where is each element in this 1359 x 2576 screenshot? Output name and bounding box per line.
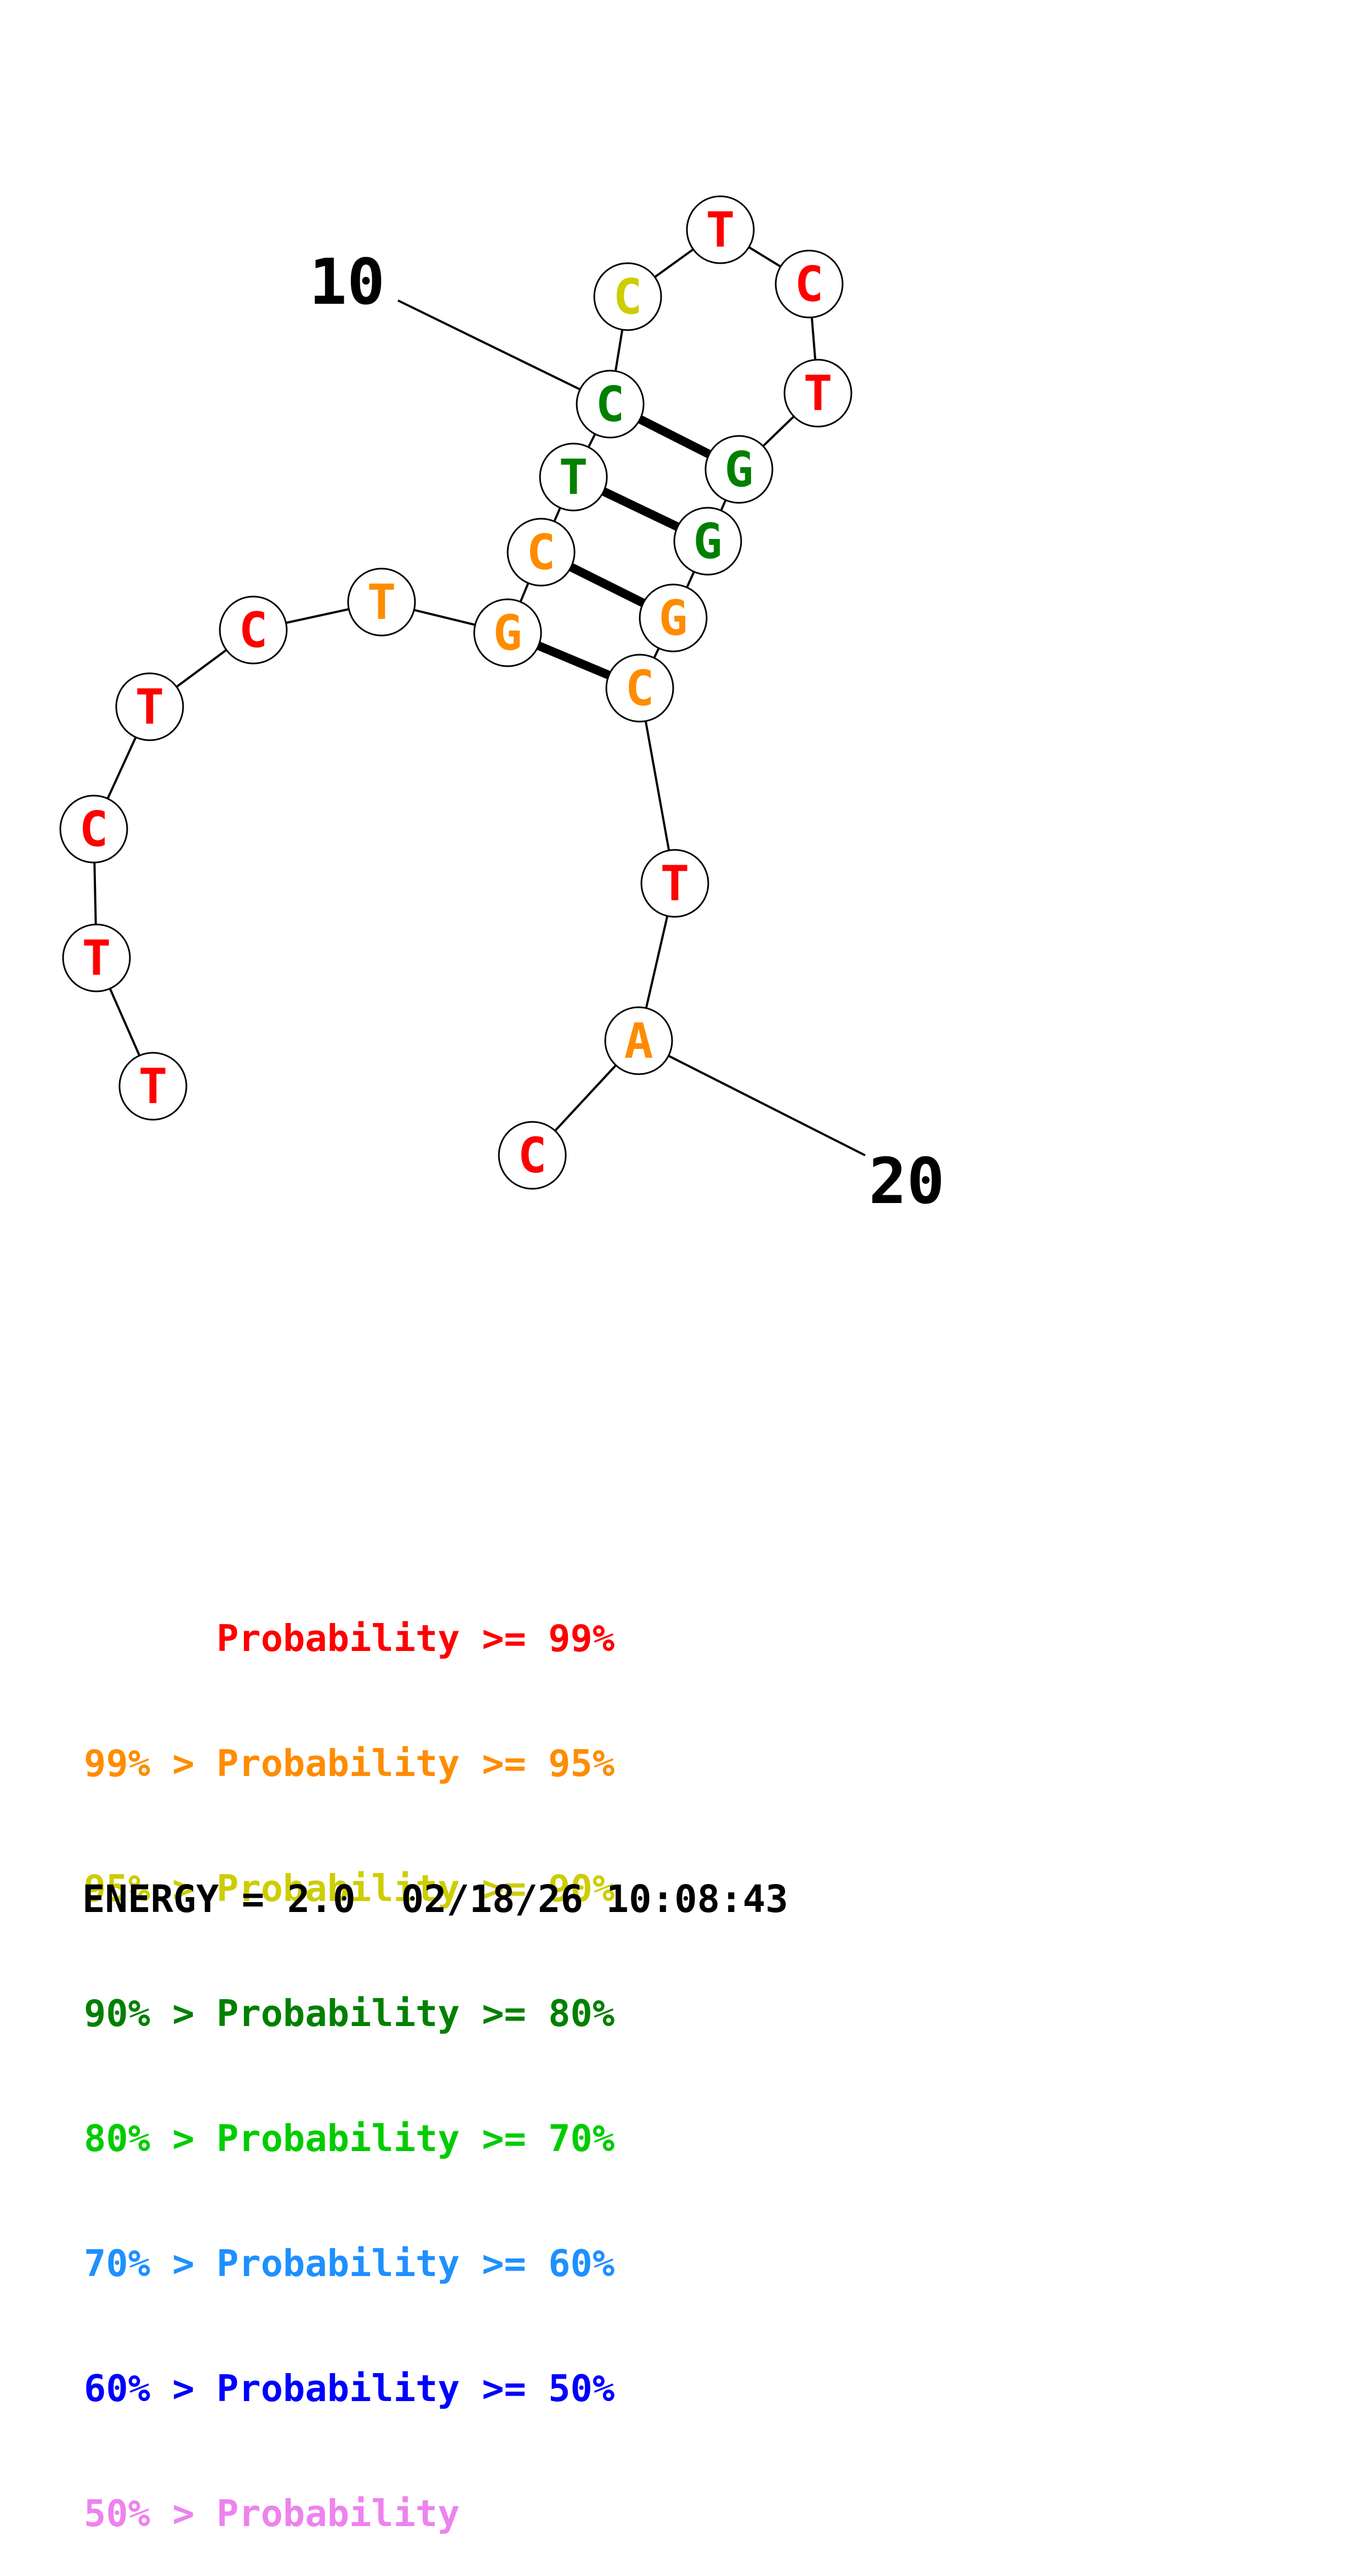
- base-node-18: C: [605, 654, 674, 723]
- base-letter: C: [527, 524, 556, 581]
- base-node-13: C: [775, 249, 844, 319]
- base-circle: [115, 672, 184, 741]
- base-node-16: G: [673, 507, 742, 576]
- base-circle: [507, 518, 576, 587]
- probability-legend: Probability >= 99% 99% > Probability >= …: [84, 1534, 615, 2576]
- base-node-11: C: [593, 262, 662, 331]
- base-letter: T: [661, 855, 690, 912]
- base-letter: C: [518, 1127, 547, 1184]
- base-circle: [593, 262, 662, 331]
- base-letter: C: [596, 376, 625, 433]
- base-node-6: T: [347, 568, 416, 637]
- base-letter: T: [559, 449, 588, 506]
- base-letter: C: [613, 269, 642, 325]
- base-circle: [347, 568, 416, 637]
- base-circle: [473, 598, 542, 667]
- base-letter: T: [367, 574, 396, 631]
- base-circle: [639, 583, 708, 652]
- base-letter: G: [725, 441, 754, 498]
- legend-line-80: 90% > Probability >= 80%: [84, 1992, 615, 2035]
- base-node-12: T: [686, 195, 755, 264]
- base-node-10: C: [576, 370, 645, 439]
- pointer-line-10: [397, 299, 611, 405]
- base-node-1: T: [118, 1052, 187, 1121]
- pointer-line-20: [638, 1040, 866, 1156]
- base-circle: [576, 370, 645, 439]
- base-circle: [640, 849, 709, 918]
- base-node-19: T: [640, 849, 709, 918]
- base-circle: [673, 507, 742, 576]
- base-node-4: T: [115, 672, 184, 741]
- legend-line-99: Probability >= 99%: [84, 1617, 615, 1660]
- base-node-8: C: [507, 518, 576, 587]
- base-node-21: C: [498, 1121, 567, 1190]
- base-circle: [605, 654, 674, 723]
- base-circle: [686, 195, 755, 264]
- base-letter: T: [706, 202, 735, 258]
- base-node-9: T: [539, 442, 608, 512]
- base-letter: G: [693, 513, 723, 570]
- legend-line-70: 80% > Probability >= 70%: [84, 2117, 615, 2160]
- base-letter: T: [82, 930, 111, 986]
- legend-line-60: 70% > Probability >= 60%: [84, 2242, 615, 2285]
- base-letter: C: [79, 801, 109, 858]
- base-circle: [118, 1052, 187, 1121]
- base-node-17: G: [639, 583, 708, 652]
- legend-line-90: 95% > Probability >= 90%: [84, 1867, 615, 1910]
- base-circle: [604, 1006, 673, 1075]
- base-node-7: G: [473, 598, 542, 667]
- energy-text: ENERGY = 2.0 02/18/26 10:08:43: [82, 1877, 788, 1921]
- base-circle: [59, 795, 128, 864]
- base-letter: C: [626, 660, 655, 717]
- sequence-label-10: 10: [309, 246, 385, 319]
- base-letter: T: [804, 365, 833, 422]
- base-letter: G: [659, 590, 688, 646]
- base-node-5: C: [219, 595, 288, 665]
- base-circle: [783, 359, 852, 428]
- base-letter: G: [493, 605, 522, 661]
- base-circle: [498, 1121, 567, 1190]
- sequence-label-20: 20: [869, 1145, 945, 1218]
- base-circle: [62, 923, 131, 992]
- legend-line-below-50: 50% > Probability: [84, 2492, 460, 2535]
- base-node-3: C: [59, 795, 128, 864]
- legend-line-95: 99% > Probability >= 95%: [84, 1742, 615, 1785]
- base-circle: [704, 435, 774, 504]
- base-letter: A: [624, 1013, 653, 1069]
- base-letter: C: [795, 256, 824, 313]
- base-node-15: G: [704, 435, 774, 504]
- base-circle: [539, 442, 608, 512]
- base-node-2: T: [62, 923, 131, 992]
- structure-plot: T T C T C T G C T C C T: [59, 195, 945, 1218]
- base-circle: [775, 249, 844, 319]
- base-node-14: T: [783, 359, 852, 428]
- backbone: [93, 229, 819, 1156]
- legend-line-50: 60% > Probability >= 50%: [84, 2367, 615, 2410]
- base-letter: T: [135, 679, 164, 735]
- base-letter: T: [139, 1058, 168, 1115]
- base-circle: [219, 595, 288, 665]
- base-letter: C: [239, 602, 268, 659]
- base-node-20: A: [604, 1006, 673, 1075]
